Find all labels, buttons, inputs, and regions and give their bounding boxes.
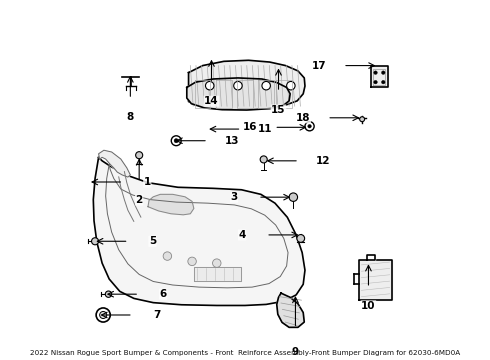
Text: 1: 1 (144, 177, 151, 187)
Circle shape (374, 71, 377, 75)
Polygon shape (277, 293, 304, 327)
Circle shape (287, 81, 295, 90)
Circle shape (382, 71, 385, 75)
Circle shape (163, 252, 172, 260)
Circle shape (382, 80, 385, 84)
Circle shape (99, 311, 107, 319)
Text: 3: 3 (230, 192, 238, 202)
Text: 11: 11 (258, 124, 273, 134)
Polygon shape (194, 267, 242, 281)
Circle shape (188, 257, 196, 266)
Polygon shape (187, 78, 290, 110)
Text: 2: 2 (136, 195, 143, 205)
Circle shape (260, 156, 267, 163)
Text: 14: 14 (204, 96, 219, 106)
Circle shape (374, 80, 377, 84)
Text: 15: 15 (271, 105, 286, 115)
Text: 7: 7 (153, 310, 161, 320)
Text: 16: 16 (243, 122, 258, 132)
Polygon shape (367, 255, 375, 260)
Text: 17: 17 (312, 60, 326, 71)
Text: 2022 Nissan Rogue Sport Bumper & Components - Front  Reinforce Assembly-Front Bu: 2022 Nissan Rogue Sport Bumper & Compone… (30, 350, 460, 356)
Text: 18: 18 (296, 113, 311, 123)
Text: 4: 4 (239, 230, 246, 240)
Polygon shape (93, 157, 305, 306)
Polygon shape (148, 194, 194, 215)
Text: 8: 8 (127, 112, 134, 122)
Polygon shape (189, 60, 305, 109)
Circle shape (234, 81, 242, 90)
Circle shape (289, 193, 297, 201)
Circle shape (205, 81, 214, 90)
Circle shape (213, 259, 221, 267)
Circle shape (262, 81, 270, 90)
Polygon shape (98, 150, 130, 177)
Text: 9: 9 (292, 347, 299, 357)
Circle shape (92, 238, 98, 245)
Circle shape (297, 235, 305, 242)
Circle shape (174, 139, 178, 143)
Text: 5: 5 (149, 236, 156, 246)
Polygon shape (359, 260, 392, 300)
Text: 6: 6 (160, 289, 167, 299)
Polygon shape (371, 66, 388, 87)
Circle shape (360, 117, 365, 122)
Circle shape (105, 291, 112, 297)
Text: 12: 12 (316, 156, 330, 166)
Circle shape (136, 152, 143, 159)
Text: 13: 13 (225, 136, 239, 146)
Text: 10: 10 (361, 301, 376, 311)
Circle shape (308, 125, 311, 128)
